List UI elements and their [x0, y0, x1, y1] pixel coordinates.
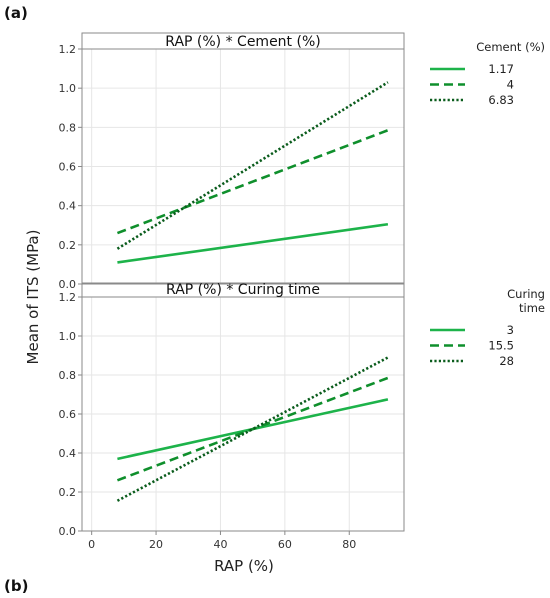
series-line-4: [116, 129, 389, 235]
y-tick-label: 1.0: [59, 330, 77, 343]
x-tick-label: 80: [342, 538, 356, 551]
y-tick-label: 0.4: [59, 447, 77, 460]
legend-label: 28: [499, 354, 514, 368]
y-tick-label: 0.6: [59, 161, 77, 174]
panel-1: RAP (%) * Cement (%) 0.0 0.2 0.4 0.6 0.8 1.0 1.…: [59, 32, 545, 291]
x-tick-label: 40: [213, 538, 227, 551]
panel-title: RAP (%) * Curing time: [166, 282, 320, 298]
figure-label-b: (b): [4, 577, 28, 595]
y-tick-label: 0.0: [59, 525, 77, 538]
panel-frame: [81, 282, 405, 532]
series-line-1-17: [117, 222, 389, 264]
panel-title: RAP (%) * Cement (%): [165, 34, 320, 50]
x-tick-label: 20: [149, 538, 163, 551]
y-tick-label: 0.8: [59, 369, 77, 382]
legend-label: 1.17: [488, 62, 514, 76]
legend-title: Cement (%): [476, 40, 545, 54]
series-line-6-83: [116, 81, 389, 250]
y-tick-label: 1.2: [59, 291, 77, 304]
x-axis-title: RAP (%): [214, 557, 274, 575]
legend-title: time: [519, 301, 545, 315]
x-tick-label: 0: [88, 538, 95, 551]
y-axis-title: Mean of ITS (MPa): [24, 230, 42, 365]
legend-label: 4: [507, 78, 514, 92]
legend-label: 15.5: [488, 339, 514, 353]
y-tick-label: 0.4: [59, 200, 77, 213]
panels-layer: RAP (%) * Cement (%) 0.0 0.2 0.4 0.6 0.8 1.0 1.…: [59, 32, 546, 551]
legend-label: 6.83: [488, 93, 514, 107]
panel-frame: [81, 32, 405, 285]
series-line-28: [116, 356, 389, 502]
y-tick-label: 1.2: [59, 43, 77, 56]
legend-1: Cement (%) 1.17 46.83: [430, 40, 545, 107]
y-tick-label: 0.0: [59, 278, 77, 291]
x-axis: 0 20 40 60 80: [88, 531, 356, 551]
panel-2: RAP (%) * Curing time 0.0 0.2 0.4 0.6 0.8 1.0 1…: [59, 282, 546, 538]
figure-label-a: (a): [4, 4, 28, 22]
y-tick-label: 1.0: [59, 82, 77, 95]
series-line-15-5: [116, 376, 389, 482]
legend-title: Curing: [507, 287, 545, 301]
y-tick-label: 0.8: [59, 121, 77, 134]
x-tick-label: 60: [278, 538, 292, 551]
y-tick-label: 0.2: [59, 486, 77, 499]
y-tick-label: 0.2: [59, 239, 77, 252]
y-tick-label: 0.6: [59, 408, 77, 421]
legend-label: 3: [507, 323, 514, 337]
